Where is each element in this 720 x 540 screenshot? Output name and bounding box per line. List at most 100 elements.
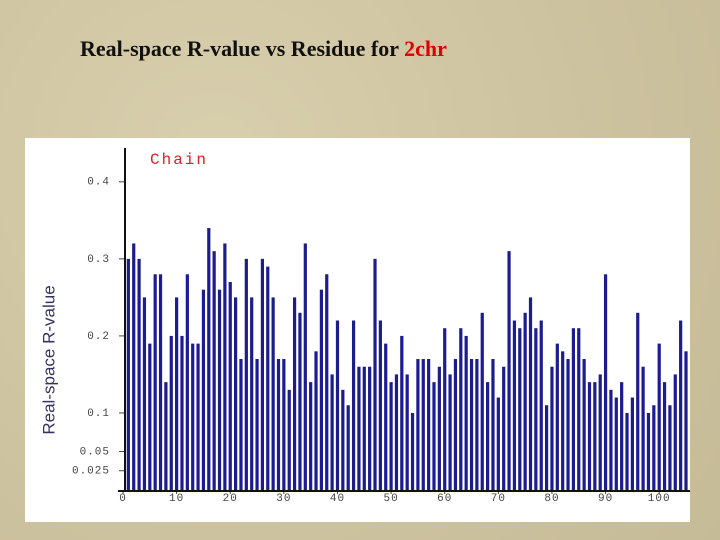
bar — [153, 274, 157, 490]
bar — [276, 359, 281, 490]
bar — [416, 359, 420, 490]
bar — [555, 343, 559, 490]
bar — [561, 351, 565, 490]
bar — [502, 366, 506, 490]
title-text: Real-space R-value vs Residue for — [80, 36, 399, 61]
bar — [464, 335, 468, 490]
bar — [518, 328, 522, 490]
bar — [207, 228, 211, 490]
bar — [469, 359, 474, 490]
y-tick-label: 0.025 — [72, 466, 110, 478]
bar — [550, 366, 554, 490]
bar — [603, 274, 608, 490]
x-tick-label: 100 — [648, 493, 671, 505]
bar — [609, 389, 613, 490]
bar — [191, 343, 195, 490]
bar — [196, 343, 200, 490]
bar — [593, 382, 597, 490]
bar — [330, 374, 334, 490]
bar — [373, 258, 377, 490]
bar — [255, 359, 259, 490]
bar — [528, 297, 533, 490]
bar — [571, 328, 575, 490]
bar — [212, 251, 216, 490]
bar — [400, 335, 404, 490]
x-tick-label: 90 — [598, 493, 613, 505]
bar — [657, 343, 661, 490]
bar — [598, 374, 602, 490]
x-tick-label: 80 — [544, 493, 559, 505]
bar — [566, 359, 570, 490]
bar — [662, 382, 667, 490]
bar — [378, 320, 382, 490]
y-tick-label: 0.1 — [87, 408, 110, 420]
bar — [201, 289, 206, 490]
bar — [443, 328, 447, 490]
bar — [303, 243, 307, 490]
bar — [523, 312, 527, 490]
bar — [260, 258, 265, 490]
bar — [577, 328, 581, 490]
bar — [346, 405, 350, 490]
bar — [244, 258, 248, 490]
bar — [175, 297, 179, 490]
bar — [475, 359, 479, 490]
bar — [486, 382, 490, 490]
bar — [641, 366, 645, 490]
bar — [646, 412, 651, 490]
title-id: 2chr — [404, 36, 447, 61]
bar — [448, 374, 452, 490]
bar — [652, 405, 656, 490]
bar — [292, 297, 297, 490]
x-tick-label: 60 — [437, 493, 452, 505]
x-tick-label: 10 — [169, 493, 184, 505]
bar — [405, 374, 409, 490]
x-tick-label: 50 — [383, 493, 398, 505]
bar — [335, 320, 340, 490]
bar — [684, 351, 688, 490]
bar — [314, 351, 318, 490]
bar — [126, 258, 130, 490]
bar — [582, 359, 586, 490]
bar — [673, 374, 677, 490]
bar — [282, 359, 286, 490]
bar — [319, 289, 323, 490]
bar — [668, 405, 672, 490]
bar — [432, 382, 436, 490]
bar — [625, 412, 629, 490]
y-tick-label: 0.05 — [80, 446, 110, 458]
bar — [223, 243, 227, 490]
bar — [679, 320, 683, 490]
x-tick-label: 20 — [223, 493, 238, 505]
bar — [180, 335, 184, 490]
bar — [287, 389, 291, 490]
bar — [148, 343, 152, 490]
bar — [271, 297, 275, 490]
y-tick-label: 0.2 — [87, 331, 110, 343]
bar — [480, 312, 484, 490]
bar — [158, 274, 163, 490]
slide-title: Real-space R-value vs Residue for 2chr — [80, 36, 447, 62]
bar — [410, 412, 415, 490]
y-axis-label: Real-space R-value — [39, 285, 58, 434]
bar — [384, 343, 388, 490]
x-tick-label: 70 — [491, 493, 506, 505]
bar — [539, 320, 543, 490]
bar — [137, 258, 141, 490]
bar — [630, 397, 634, 490]
x-tick-label: 0 — [119, 493, 127, 505]
bar — [427, 359, 431, 490]
bar — [507, 251, 511, 490]
bar — [217, 289, 222, 490]
bar — [614, 397, 618, 490]
x-tick-label: 40 — [330, 493, 345, 505]
bar — [459, 328, 463, 490]
bar — [368, 366, 372, 490]
bar — [587, 382, 592, 490]
bar — [351, 320, 356, 490]
bar — [239, 359, 243, 490]
bar — [496, 397, 500, 490]
bar — [250, 297, 254, 490]
bar — [164, 382, 168, 490]
